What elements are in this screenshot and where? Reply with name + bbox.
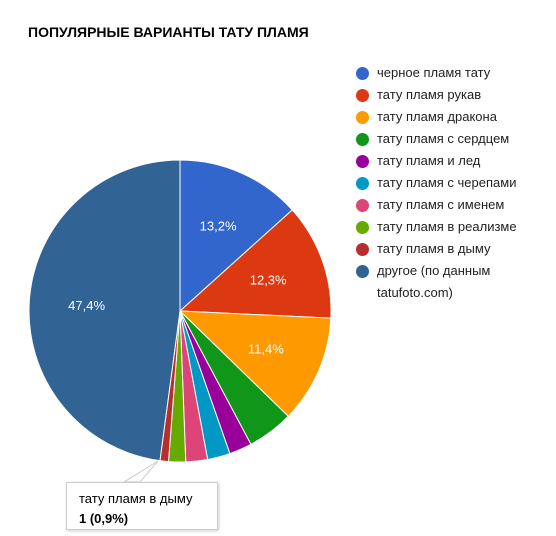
tooltip-value: 1 (0,9%) — [79, 511, 129, 526]
legend-item[interactable]: тату пламя в дыму — [356, 238, 547, 260]
legend-label: тату пламя с именем — [377, 197, 505, 212]
legend-swatch — [356, 177, 369, 190]
tooltip-label: тату пламя в дыму — [79, 491, 193, 506]
legend-swatch — [356, 199, 369, 212]
legend-item[interactable]: тату пламя рукав — [356, 84, 547, 106]
legend: черное пламя тату тату пламя рукав тату пл… — [356, 62, 556, 304]
legend-label: тату пламя дракона — [377, 109, 497, 124]
slice-value-label: 11,4% — [248, 341, 284, 356]
legend-item[interactable]: тату пламя в реализме — [356, 216, 547, 238]
legend-swatch — [356, 89, 369, 102]
legend-swatch — [356, 133, 369, 146]
legend-swatch — [356, 111, 369, 124]
chart-title: ПОПУЛЯРНЫЕ ВАРИАНТЫ ТАТУ ПЛАМЯ — [28, 24, 309, 40]
pie-slice[interactable] — [28, 159, 181, 462]
tooltip: тату пламя в дыму 1 (0,9%) — [66, 482, 218, 530]
legend-item[interactable]: тату пламя с сердцем — [356, 128, 547, 150]
legend-label: тату пламя в реализме — [377, 219, 517, 234]
legend-label: тату пламя рукав — [377, 87, 482, 102]
legend-swatch — [356, 155, 369, 168]
legend-swatch — [356, 265, 369, 278]
legend-item[interactable]: тату пламя с именем — [356, 194, 547, 216]
legend-item[interactable]: черное пламя тату — [356, 62, 547, 84]
legend-swatch — [356, 67, 369, 80]
legend-label: тату пламя с сердцем — [377, 131, 510, 146]
legend-label: черное пламя тату — [377, 65, 491, 80]
pie-slice[interactable] — [178, 209, 332, 319]
pie-slice[interactable] — [179, 159, 293, 313]
legend-item[interactable]: тату пламя дракона — [356, 106, 547, 128]
slice-value-label: 13,2% — [200, 218, 237, 233]
slice-value-label: 12,3% — [250, 273, 287, 288]
legend-label: другое (по данным tatufoto.com) — [377, 263, 491, 300]
legend-swatch — [356, 221, 369, 234]
legend-item[interactable]: тату пламя и лед — [356, 150, 547, 172]
legend-item[interactable]: тату пламя с черепами — [356, 172, 547, 194]
legend-label: тату пламя в дыму — [377, 241, 491, 256]
legend-label: тату пламя с черепами — [377, 175, 517, 190]
legend-swatch — [356, 243, 369, 256]
pie-slice[interactable] — [178, 310, 332, 417]
legend-label: тату пламя и лед — [377, 153, 481, 168]
tooltip-pointer — [122, 460, 159, 483]
slice-value-label: 47,4% — [68, 298, 105, 313]
legend-item[interactable]: другое (по данным tatufoto.com) — [356, 260, 547, 304]
